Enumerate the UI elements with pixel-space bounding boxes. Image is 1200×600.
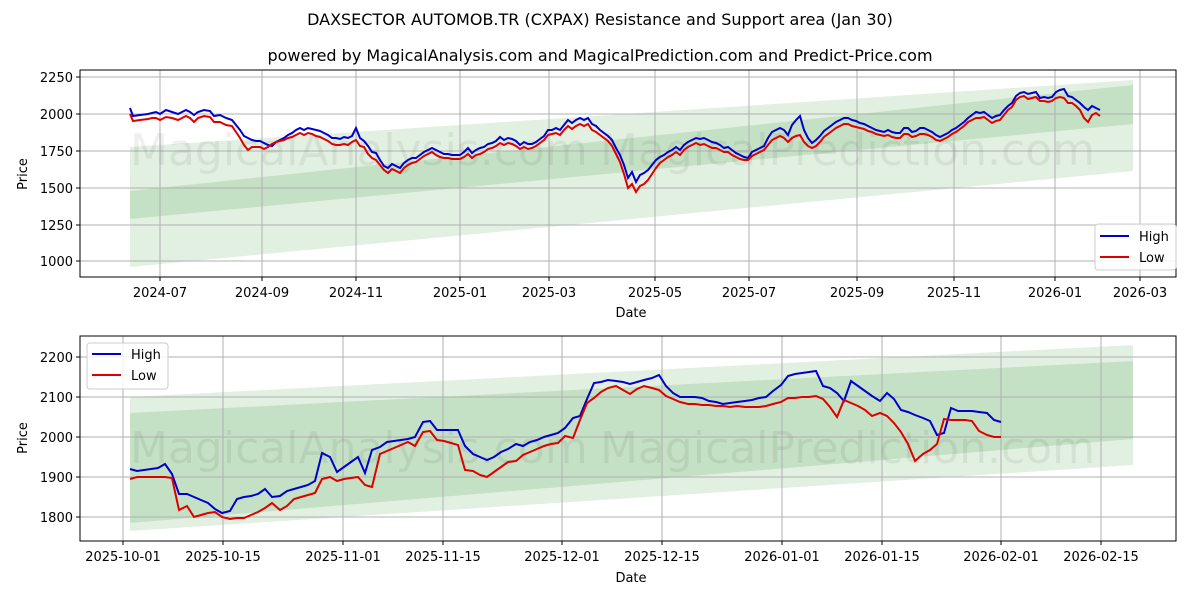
svg-text:2025-10-01: 2025-10-01	[85, 550, 161, 565]
svg-text:2025-03: 2025-03	[522, 286, 576, 301]
legend-low-label: Low	[1139, 251, 1165, 266]
svg-text:2024-07: 2024-07	[133, 286, 187, 301]
legend-low-label: Low	[131, 369, 157, 384]
svg-text:2025-05: 2025-05	[628, 286, 682, 301]
top-x-label: Date	[615, 306, 646, 321]
svg-text:2025-11: 2025-11	[927, 286, 981, 301]
bottom-legend: High Low	[86, 342, 169, 390]
svg-text:2024-09: 2024-09	[235, 286, 289, 301]
svg-text:1900: 1900	[40, 471, 73, 486]
top-y-ticks: 2250 2000 1750 1500 1250 1000	[40, 71, 80, 270]
svg-text:2250: 2250	[40, 71, 73, 86]
svg-text:2025-11-15: 2025-11-15	[405, 550, 481, 565]
top-x-ticks: 2024-07 2024-09 2024-11 2025-01 2025-03 …	[133, 277, 1167, 301]
watermark-analysis-2: MagicalAnalysis.com	[130, 423, 588, 474]
top-chart: MagicalAnalysis.com MagicalPrediction.co…	[16, 69, 1177, 321]
svg-text:1750: 1750	[40, 145, 73, 160]
bottom-grid	[80, 336, 1176, 541]
top-inner-band	[130, 85, 1133, 219]
top-low-line	[129, 94, 1101, 194]
svg-text:2026-01-15: 2026-01-15	[844, 550, 920, 565]
legend-high-label: High	[131, 348, 161, 363]
bottom-x-label: Date	[615, 571, 646, 586]
top-legend: High Low	[1094, 223, 1177, 271]
svg-text:2000: 2000	[40, 108, 73, 123]
chart-subtitle: powered by MagicalAnalysis.com and Magic…	[267, 46, 933, 65]
bottom-axes-frame	[79, 335, 1177, 542]
svg-text:2000: 2000	[40, 431, 73, 446]
svg-text:2024-11: 2024-11	[329, 286, 383, 301]
svg-text:1800: 1800	[40, 511, 73, 526]
svg-text:1000: 1000	[40, 255, 73, 270]
svg-text:2025-01: 2025-01	[433, 286, 487, 301]
svg-text:2025-10-15: 2025-10-15	[185, 550, 261, 565]
svg-text:2200: 2200	[40, 351, 73, 366]
svg-text:2025-09: 2025-09	[830, 286, 884, 301]
svg-text:2025-12-15: 2025-12-15	[624, 550, 700, 565]
watermark-prediction: MagicalPrediction.com	[600, 125, 1095, 176]
top-axes-frame	[79, 69, 1177, 278]
svg-text:2026-03: 2026-03	[1113, 286, 1167, 301]
bottom-y-ticks: 2200 2100 2000 1900 1800	[40, 351, 80, 526]
svg-text:2025-07: 2025-07	[722, 286, 776, 301]
watermark-prediction-2: MagicalPrediction.com	[600, 423, 1095, 474]
bottom-high-line	[129, 369, 1002, 515]
bottom-low-line	[129, 384, 1001, 521]
top-y-label: Price	[16, 158, 31, 190]
svg-text:1250: 1250	[40, 219, 73, 234]
svg-text:2026-01: 2026-01	[1028, 286, 1082, 301]
legend-high-label: High	[1139, 230, 1169, 245]
svg-text:2026-01-01: 2026-01-01	[744, 550, 820, 565]
svg-text:2026-02-15: 2026-02-15	[1063, 550, 1139, 565]
bottom-x-ticks: 2025-10-01 2025-10-15 2025-11-01 2025-11…	[85, 541, 1139, 565]
svg-text:2025-12-01: 2025-12-01	[524, 550, 600, 565]
bottom-chart: MagicalAnalysis.com MagicalPrediction.co…	[16, 335, 1177, 586]
top-grid	[80, 70, 1176, 277]
svg-text:1500: 1500	[40, 182, 73, 197]
top-high-line	[129, 87, 1101, 185]
svg-text:2025-11-01: 2025-11-01	[305, 550, 381, 565]
bottom-y-label: Price	[16, 422, 31, 454]
chart-title: DAXSECTOR AUTOMOB.TR (CXPAX) Resistance …	[307, 10, 893, 29]
svg-text:2100: 2100	[40, 391, 73, 406]
svg-text:2026-02-01: 2026-02-01	[963, 550, 1039, 565]
